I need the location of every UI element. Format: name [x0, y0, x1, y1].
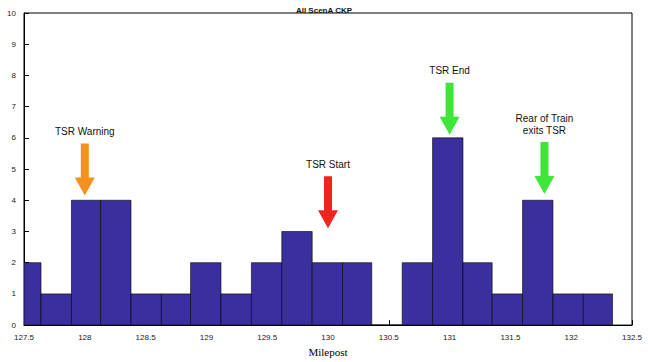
svg-text:130: 130 — [321, 333, 335, 342]
svg-text:6: 6 — [12, 133, 17, 142]
svg-text:128: 128 — [78, 333, 92, 342]
svg-text:5: 5 — [12, 165, 17, 174]
svg-text:7: 7 — [12, 102, 17, 111]
svg-text:TSR End: TSR End — [429, 65, 470, 76]
svg-text:1: 1 — [12, 289, 17, 298]
svg-text:132.5: 132.5 — [622, 333, 643, 342]
svg-text:Rear of Train: Rear of Train — [516, 113, 574, 124]
svg-text:127.5: 127.5 — [14, 333, 35, 342]
svg-text:131.5: 131.5 — [500, 333, 521, 342]
svg-text:9: 9 — [12, 40, 17, 49]
svg-text:8: 8 — [12, 71, 17, 80]
svg-text:128.5: 128.5 — [136, 333, 157, 342]
svg-text:exits TSR: exits TSR — [523, 125, 566, 136]
svg-text:129.5: 129.5 — [257, 333, 278, 342]
svg-text:130.5: 130.5 — [379, 333, 400, 342]
svg-text:2: 2 — [12, 258, 17, 267]
svg-text:TSR Start: TSR Start — [306, 159, 350, 170]
svg-text:0: 0 — [12, 321, 17, 330]
svg-text:All ScenA CKP: All ScenA CKP — [296, 6, 353, 15]
svg-text:4: 4 — [12, 196, 17, 205]
svg-text:132: 132 — [565, 333, 579, 342]
svg-text:3: 3 — [12, 227, 17, 236]
svg-text:Milepost: Milepost — [308, 346, 347, 358]
svg-text:10: 10 — [7, 9, 16, 18]
svg-text:TSR Warning: TSR Warning — [55, 126, 115, 137]
svg-text:131: 131 — [443, 333, 457, 342]
svg-text:129: 129 — [200, 333, 214, 342]
